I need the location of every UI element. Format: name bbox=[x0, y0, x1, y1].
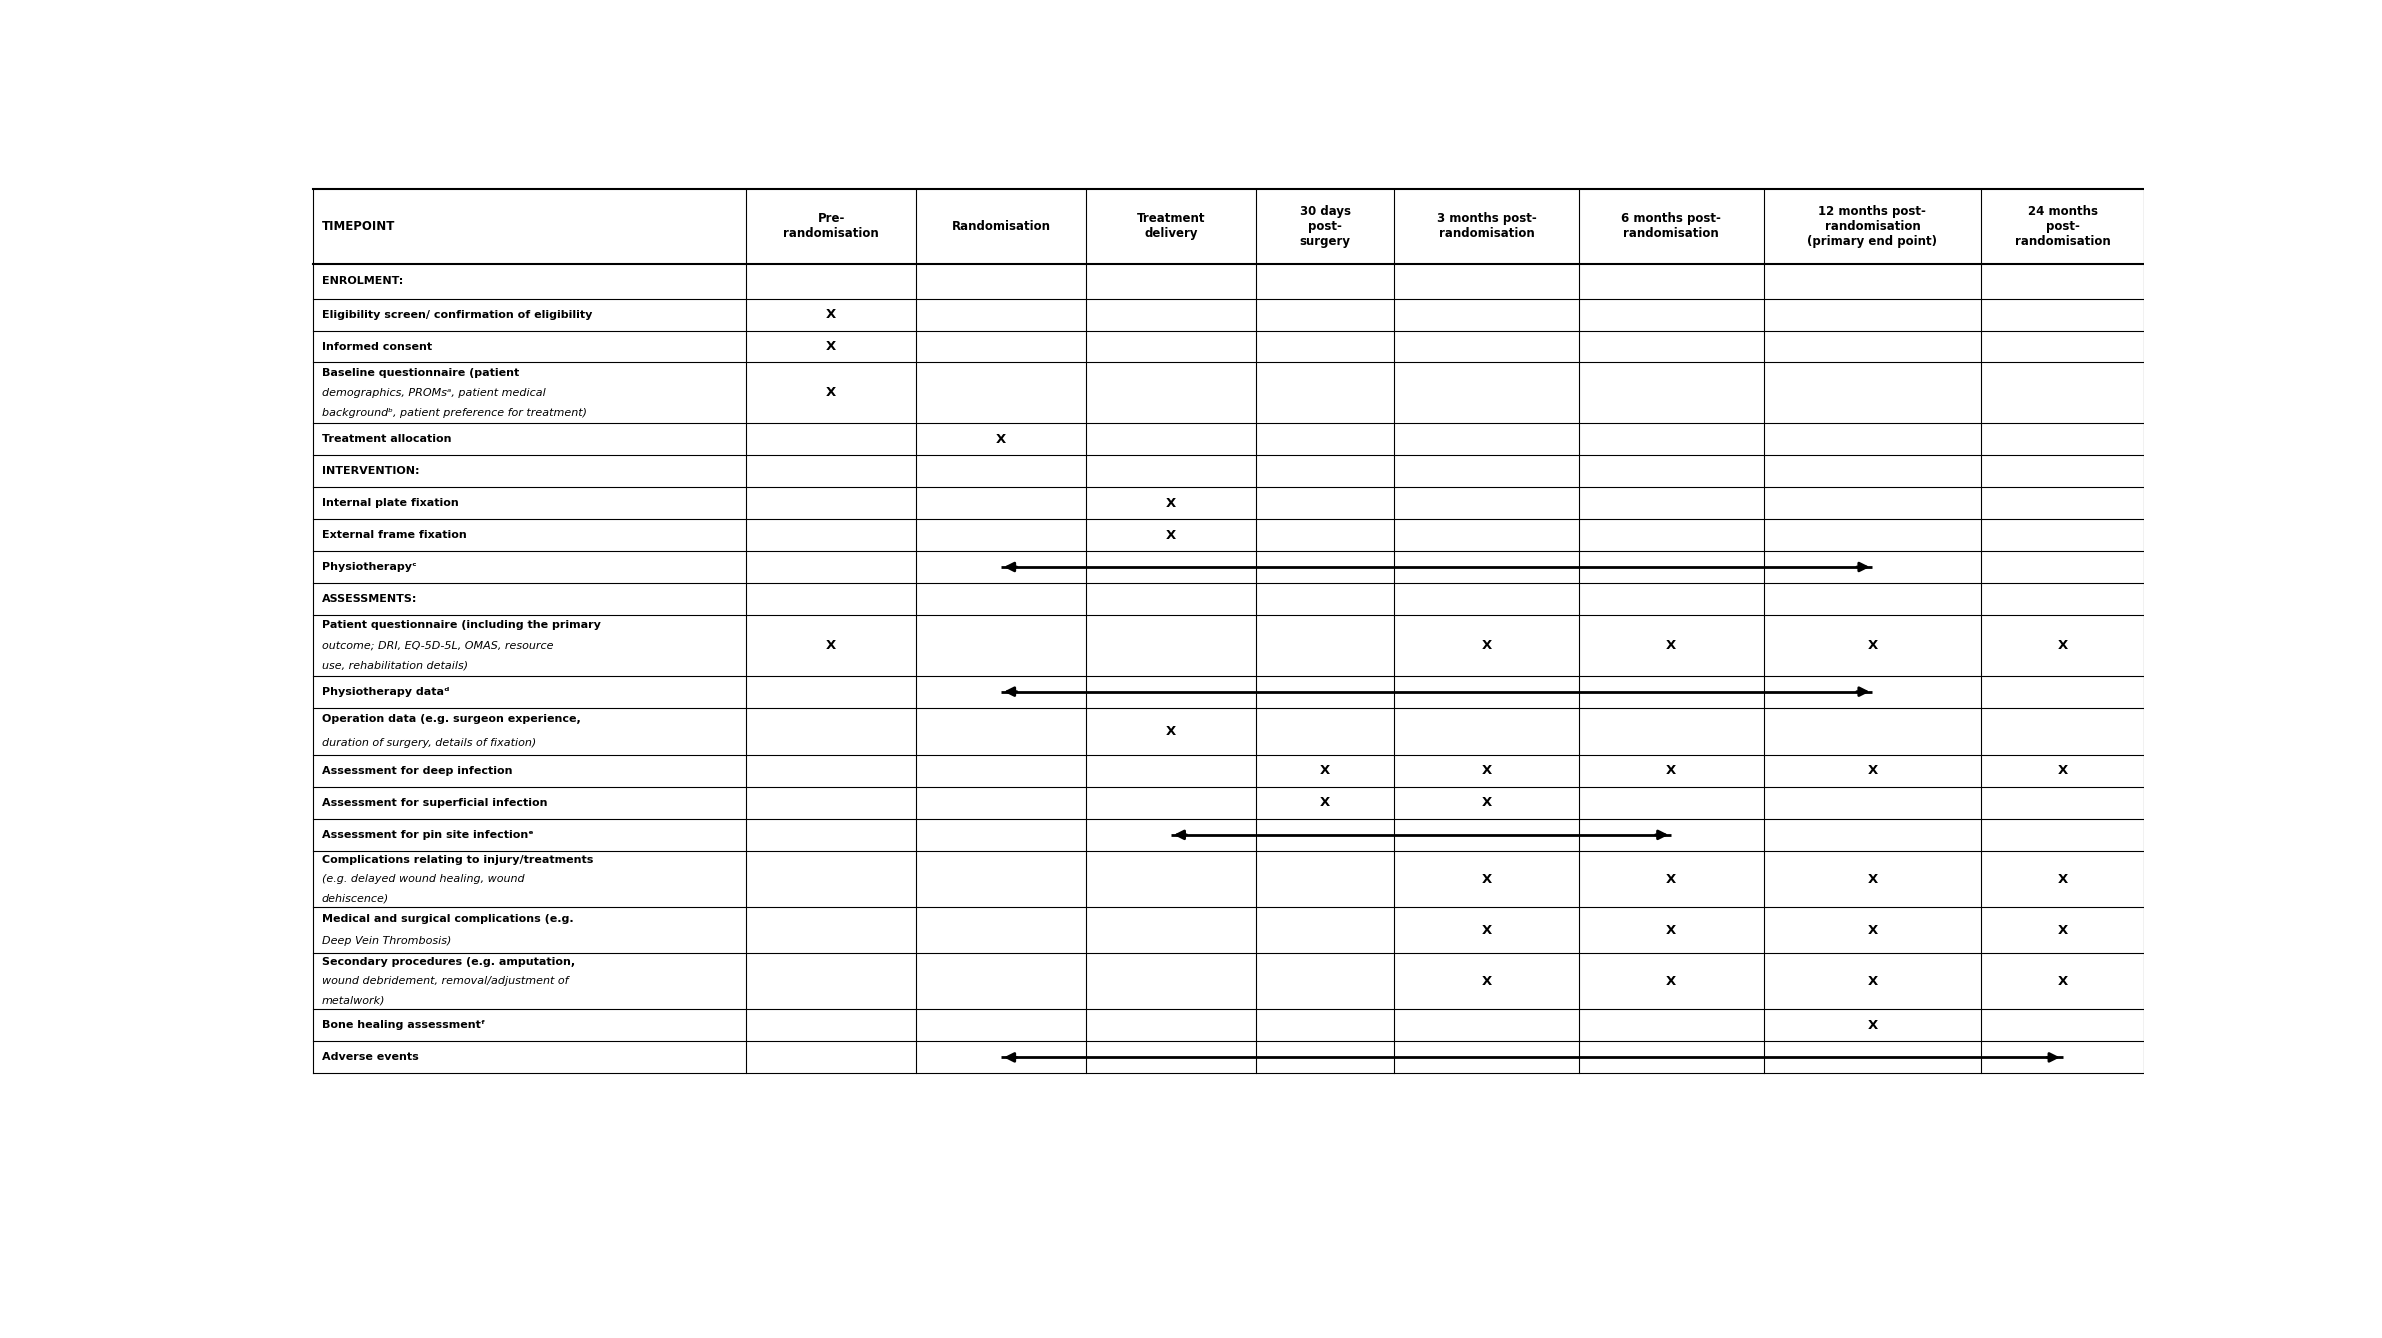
Text: X: X bbox=[1665, 638, 1677, 652]
Text: X: X bbox=[1320, 796, 1329, 809]
Text: duration of surgery, details of fixation): duration of surgery, details of fixation… bbox=[322, 739, 536, 748]
Text: 24 months
post-
randomisation: 24 months post- randomisation bbox=[2015, 205, 2110, 248]
Text: External frame fixation: External frame fixation bbox=[322, 530, 467, 541]
Text: X: X bbox=[1482, 872, 1491, 886]
Text: X: X bbox=[827, 308, 836, 321]
Text: X: X bbox=[1482, 974, 1491, 987]
Text: X: X bbox=[996, 432, 1005, 446]
Text: X: X bbox=[827, 638, 836, 652]
Text: X: X bbox=[1867, 1020, 1877, 1032]
Text: X: X bbox=[1665, 974, 1677, 987]
Text: Assessment for pin site infectionᵉ: Assessment for pin site infectionᵉ bbox=[322, 830, 534, 840]
Text: ENROLMENT:: ENROLMENT: bbox=[322, 276, 403, 286]
Text: Bone healing assessmentᶠ: Bone healing assessmentᶠ bbox=[322, 1021, 486, 1030]
Text: outcome; DRI, EQ-5D-5L, OMAS, resource: outcome; DRI, EQ-5D-5L, OMAS, resource bbox=[322, 641, 553, 650]
Text: Physiotherapy dataᵈ: Physiotherapy dataᵈ bbox=[322, 686, 450, 697]
Text: ASSESSMENTS:: ASSESSMENTS: bbox=[322, 594, 417, 603]
Text: X: X bbox=[1165, 725, 1177, 737]
Text: TIMEPOINT: TIMEPOINT bbox=[322, 219, 395, 233]
Text: X: X bbox=[1665, 764, 1677, 777]
Text: X: X bbox=[2058, 923, 2068, 937]
Text: Randomisation: Randomisation bbox=[950, 219, 1050, 233]
Text: X: X bbox=[1867, 638, 1877, 652]
Text: demographics, PROMsᵃ, patient medical: demographics, PROMsᵃ, patient medical bbox=[322, 388, 545, 397]
Text: X: X bbox=[1665, 872, 1677, 886]
Text: X: X bbox=[1867, 872, 1877, 886]
Text: (e.g. delayed wound healing, wound: (e.g. delayed wound healing, wound bbox=[322, 874, 524, 884]
Text: Physiotherapyᶜ: Physiotherapyᶜ bbox=[322, 562, 417, 573]
Text: Assessment for deep infection: Assessment for deep infection bbox=[322, 765, 512, 776]
Text: metalwork): metalwork) bbox=[322, 995, 386, 1005]
Text: X: X bbox=[1867, 974, 1877, 987]
Text: Assessment for superficial infection: Assessment for superficial infection bbox=[322, 797, 548, 808]
Text: dehiscence): dehiscence) bbox=[322, 892, 388, 903]
Text: X: X bbox=[827, 387, 836, 399]
Text: Eligibility screen/ confirmation of eligibility: Eligibility screen/ confirmation of elig… bbox=[322, 309, 593, 320]
Text: INTERVENTION:: INTERVENTION: bbox=[322, 466, 419, 476]
Text: X: X bbox=[1165, 529, 1177, 542]
Text: X: X bbox=[1165, 496, 1177, 510]
Text: Treatment allocation: Treatment allocation bbox=[322, 435, 450, 444]
Text: Patient questionnaire (including the primary: Patient questionnaire (including the pri… bbox=[322, 619, 600, 630]
Text: X: X bbox=[1320, 764, 1329, 777]
Text: X: X bbox=[2058, 638, 2068, 652]
Text: 30 days
post-
surgery: 30 days post- surgery bbox=[1301, 205, 1351, 248]
Text: Complications relating to injury/treatments: Complications relating to injury/treatme… bbox=[322, 855, 593, 866]
Text: X: X bbox=[1482, 923, 1491, 937]
Text: X: X bbox=[827, 340, 836, 353]
Text: Informed consent: Informed consent bbox=[322, 341, 431, 352]
Text: X: X bbox=[2058, 764, 2068, 777]
Text: X: X bbox=[1482, 764, 1491, 777]
Text: X: X bbox=[1665, 923, 1677, 937]
Text: Internal plate fixation: Internal plate fixation bbox=[322, 498, 457, 508]
Text: X: X bbox=[2058, 974, 2068, 987]
Text: Deep Vein Thrombosis): Deep Vein Thrombosis) bbox=[322, 937, 450, 946]
Text: X: X bbox=[1482, 796, 1491, 809]
Text: wound debridement, removal/adjustment of: wound debridement, removal/adjustment of bbox=[322, 977, 569, 986]
Text: X: X bbox=[1867, 923, 1877, 937]
Text: Adverse events: Adverse events bbox=[322, 1053, 419, 1062]
Text: Secondary procedures (e.g. amputation,: Secondary procedures (e.g. amputation, bbox=[322, 957, 574, 967]
Text: X: X bbox=[1867, 764, 1877, 777]
Text: 12 months post-
randomisation
(primary end point): 12 months post- randomisation (primary e… bbox=[1808, 205, 1937, 248]
Text: Pre-
randomisation: Pre- randomisation bbox=[784, 213, 879, 241]
Text: Operation data (e.g. surgeon experience,: Operation data (e.g. surgeon experience, bbox=[322, 714, 581, 724]
Text: 3 months post-
randomisation: 3 months post- randomisation bbox=[1436, 213, 1536, 241]
Text: X: X bbox=[2058, 872, 2068, 886]
Text: 6 months post-
randomisation: 6 months post- randomisation bbox=[1622, 213, 1722, 241]
Text: Medical and surgical complications (e.g.: Medical and surgical complications (e.g. bbox=[322, 914, 574, 923]
Text: Baseline questionnaire (patient: Baseline questionnaire (patient bbox=[322, 368, 519, 377]
Text: X: X bbox=[1482, 638, 1491, 652]
Text: backgroundᵇ, patient preference for treatment): backgroundᵇ, patient preference for trea… bbox=[322, 408, 586, 419]
Text: Treatment
delivery: Treatment delivery bbox=[1136, 213, 1205, 241]
Text: use, rehabilitation details): use, rehabilitation details) bbox=[322, 661, 467, 670]
